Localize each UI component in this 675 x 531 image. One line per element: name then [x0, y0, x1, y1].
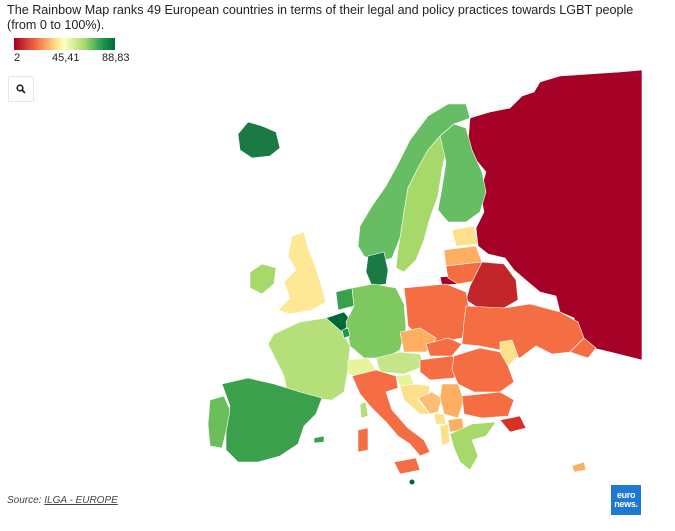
region-finland[interactable] — [437, 123, 487, 223]
region-lithuania[interactable] — [445, 261, 483, 285]
map-title: The Rainbow Map ranks 49 European countr… — [7, 3, 634, 32]
search-icon — [16, 84, 26, 94]
region-albania[interactable] — [439, 423, 451, 447]
region-sweden[interactable] — [395, 135, 447, 273]
region-turkey-edge[interactable] — [499, 415, 527, 433]
region-malta[interactable] — [409, 479, 415, 485]
region-france[interactable] — [267, 317, 351, 401]
region-sardinia[interactable] — [357, 427, 369, 453]
color-legend: 2 45,41 88,83 — [14, 38, 144, 68]
region-denmark[interactable] — [365, 251, 389, 287]
region-iceland[interactable] — [237, 121, 281, 159]
region-netherlands[interactable] — [335, 287, 355, 311]
region-ireland[interactable] — [249, 263, 277, 295]
region-greece[interactable] — [449, 421, 497, 471]
region-uk[interactable] — [277, 231, 327, 315]
region-spain[interactable] — [221, 377, 323, 463]
region-balearic[interactable] — [313, 435, 325, 444]
region-portugal[interactable] — [207, 395, 231, 449]
region-croatia[interactable] — [399, 383, 431, 415]
source-prefix: Source: — [7, 495, 45, 506]
region-romania[interactable] — [451, 347, 515, 393]
euronews-logo: euro news. — [611, 485, 641, 515]
legend-max-label: 88,83 — [102, 52, 130, 64]
region-sicily[interactable] — [393, 457, 421, 475]
logo-line2: news. — [614, 499, 638, 509]
region-belarus[interactable] — [465, 261, 519, 309]
region-germany[interactable] — [345, 283, 407, 359]
zoom-button[interactable] — [8, 76, 34, 102]
region-bosnia[interactable] — [417, 391, 443, 415]
region-ukraine[interactable] — [461, 303, 585, 359]
region-italy[interactable] — [351, 369, 431, 457]
source-note: Source: ILGA - EUROPE — [7, 495, 118, 506]
legend-gradient — [14, 38, 115, 50]
region-luxembourg[interactable] — [341, 327, 351, 339]
legend-mid-label: 45,41 — [52, 52, 80, 64]
region-bulgaria[interactable] — [461, 391, 515, 419]
region-caucasus[interactable] — [569, 337, 597, 359]
region-serbia[interactable] — [439, 383, 465, 419]
region-montenegro[interactable] — [433, 413, 447, 425]
source-link[interactable]: ILGA - EUROPE — [44, 495, 118, 506]
region-cyprus[interactable] — [571, 461, 587, 473]
region-slovakia[interactable] — [425, 337, 463, 357]
logo-line1: euro — [616, 490, 636, 500]
legend-min-label: 2 — [14, 52, 21, 64]
region-estonia[interactable] — [451, 225, 479, 247]
region-corsica[interactable] — [359, 401, 369, 419]
